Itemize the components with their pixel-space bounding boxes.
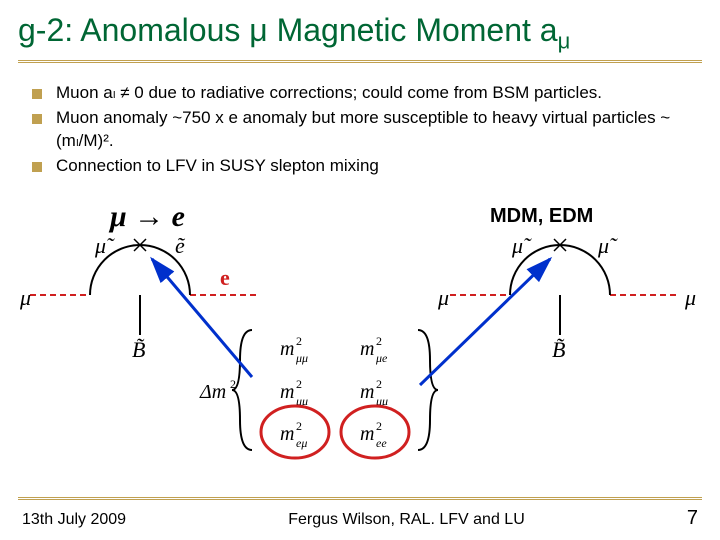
bullet-list: Muon aₗ ≠ 0 due to radiative corrections… bbox=[32, 82, 702, 180]
svg-text:2: 2 bbox=[376, 377, 382, 391]
diagram-svg: μ μ̃ ẽ e B̃ μ μ μ̃ μ̃ B̃ bbox=[20, 235, 700, 475]
feynman-diagram: μ μ̃ ẽ e B̃ μ μ μ̃ μ̃ B̃ bbox=[20, 235, 700, 475]
label-mu-tilde-r2: μ̃ bbox=[597, 235, 618, 258]
svg-text:m: m bbox=[360, 423, 374, 445]
label-mu-left: μ bbox=[20, 285, 31, 310]
svg-text:μμ: μμ bbox=[295, 351, 308, 365]
svg-text:2: 2 bbox=[230, 377, 236, 391]
footer-divider bbox=[18, 497, 702, 500]
footer-author: Fergus Wilson, RAL. LFV and LU bbox=[288, 511, 525, 529]
label-B-tilde-left: B̃ bbox=[132, 337, 145, 362]
bullet-text: Connection to LFV in SUSY slepton mixing bbox=[56, 155, 379, 178]
bullet-text: Muon anomaly ~750 x e anomaly but more s… bbox=[56, 107, 702, 153]
title-text: g-2: Anomalous μ Magnetic Moment a bbox=[18, 12, 558, 48]
label-mu-right-l: μ bbox=[437, 285, 449, 310]
label-B-tilde-right: B̃ bbox=[552, 337, 565, 362]
footer-date: 13th July 2009 bbox=[22, 511, 126, 529]
svg-text:eμ: eμ bbox=[296, 436, 307, 450]
svg-text:m: m bbox=[360, 338, 374, 360]
label-e-vertex: e bbox=[220, 265, 230, 290]
list-item: Muon anomaly ~750 x e anomaly but more s… bbox=[32, 107, 702, 153]
slide-title: g-2: Anomalous μ Magnetic Moment aμ bbox=[18, 12, 702, 63]
mdm-edm-label: MDM, EDM bbox=[490, 205, 593, 228]
svg-text:2: 2 bbox=[376, 419, 382, 433]
svg-text:2: 2 bbox=[296, 377, 302, 391]
svg-text:2: 2 bbox=[296, 419, 302, 433]
svg-text:2: 2 bbox=[376, 334, 382, 348]
footer: 13th July 2009 Fergus Wilson, RAL. LFV a… bbox=[22, 507, 698, 530]
bullet-icon bbox=[32, 89, 42, 99]
list-item: Connection to LFV in SUSY slepton mixing bbox=[32, 155, 702, 178]
matrix-block: m 2 μμ m 2 μe Δm 2 m 2 μμ m 2 μμ m 2 eμ … bbox=[199, 330, 438, 458]
svg-text:2: 2 bbox=[296, 334, 302, 348]
list-item: Muon aₗ ≠ 0 due to radiative corrections… bbox=[32, 82, 702, 105]
footer-page: 7 bbox=[687, 507, 698, 530]
right-diagram: μ μ μ̃ μ̃ B̃ bbox=[437, 235, 696, 362]
arrows bbox=[152, 259, 550, 385]
bullet-icon bbox=[32, 162, 42, 172]
bullet-text: Muon aₗ ≠ 0 due to radiative corrections… bbox=[56, 82, 602, 105]
bullet-icon bbox=[32, 114, 42, 124]
label-mu-right-r: μ bbox=[684, 285, 696, 310]
title-subscript: μ bbox=[558, 28, 571, 53]
label-e-tilde: ẽ bbox=[175, 235, 186, 258]
svg-text:m: m bbox=[280, 381, 294, 403]
mu-to-e-label: μ → e bbox=[110, 200, 185, 234]
slide: g-2: Anomalous μ Magnetic Moment aμ Muon… bbox=[0, 0, 720, 540]
svg-text:m: m bbox=[360, 381, 374, 403]
svg-text:m: m bbox=[280, 338, 294, 360]
svg-text:m: m bbox=[280, 423, 294, 445]
svg-text:Δm: Δm bbox=[199, 381, 226, 403]
svg-text:μe: μe bbox=[375, 351, 388, 365]
svg-text:ee: ee bbox=[376, 436, 387, 450]
